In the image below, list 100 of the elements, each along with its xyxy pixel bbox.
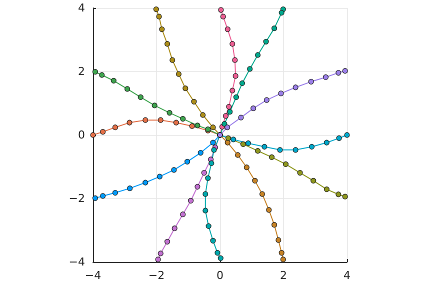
y-tick-label: 2 xyxy=(78,65,85,78)
point xyxy=(210,124,216,130)
point xyxy=(206,223,212,229)
point xyxy=(210,238,216,244)
point xyxy=(268,154,275,160)
point xyxy=(172,226,178,232)
point xyxy=(127,186,133,192)
point xyxy=(277,147,283,153)
point xyxy=(180,212,186,218)
point xyxy=(234,152,241,158)
point xyxy=(308,78,314,84)
y-tick-label: −4 xyxy=(68,256,85,268)
point xyxy=(282,161,289,168)
point xyxy=(278,10,284,16)
point xyxy=(250,106,256,112)
point xyxy=(278,90,284,96)
point xyxy=(202,208,208,214)
point xyxy=(292,147,298,153)
point xyxy=(173,120,179,126)
x-tick-label: −2 xyxy=(148,269,165,282)
point xyxy=(220,14,226,20)
point xyxy=(188,198,194,204)
point xyxy=(184,158,190,164)
x-tick-label: 4 xyxy=(344,269,350,282)
point xyxy=(100,193,106,199)
point xyxy=(218,7,224,13)
point xyxy=(191,98,197,104)
point xyxy=(266,207,272,213)
point xyxy=(124,86,130,92)
y-tick-label: 0 xyxy=(78,128,85,142)
point xyxy=(90,132,96,138)
point xyxy=(158,117,164,123)
point xyxy=(232,73,238,79)
point xyxy=(233,94,239,100)
point xyxy=(297,170,303,176)
point xyxy=(224,124,230,130)
point xyxy=(155,256,161,262)
point xyxy=(226,104,232,110)
point xyxy=(218,255,224,261)
point xyxy=(126,120,132,126)
point xyxy=(222,121,228,127)
point xyxy=(138,94,144,100)
point xyxy=(230,41,236,47)
point xyxy=(194,122,200,128)
point xyxy=(112,190,118,196)
point xyxy=(264,97,270,103)
point xyxy=(232,57,238,63)
point xyxy=(142,180,148,186)
point xyxy=(142,117,148,123)
point xyxy=(342,68,348,74)
point xyxy=(176,71,182,77)
point xyxy=(224,140,230,146)
point xyxy=(230,136,236,142)
point xyxy=(292,84,298,90)
point xyxy=(189,123,195,129)
point xyxy=(336,135,342,141)
point xyxy=(198,150,204,156)
point xyxy=(99,72,105,78)
point xyxy=(263,38,269,44)
point xyxy=(158,250,164,256)
point xyxy=(238,114,244,120)
point xyxy=(308,144,315,150)
point xyxy=(342,194,348,200)
point xyxy=(100,129,106,135)
point xyxy=(272,222,278,228)
point xyxy=(156,174,162,180)
point xyxy=(182,86,188,92)
point xyxy=(225,135,232,141)
point xyxy=(222,113,229,119)
point xyxy=(254,148,261,154)
point xyxy=(194,184,200,190)
point xyxy=(262,144,268,150)
point xyxy=(336,192,342,198)
point xyxy=(202,191,208,197)
point xyxy=(153,6,159,12)
point xyxy=(310,178,316,184)
point xyxy=(324,186,330,192)
point xyxy=(224,26,230,32)
point xyxy=(278,250,284,256)
point xyxy=(252,178,258,184)
point xyxy=(92,195,98,201)
y-tick-label: 4 xyxy=(78,2,85,14)
point xyxy=(247,66,253,72)
point xyxy=(112,124,118,130)
point xyxy=(201,170,207,176)
point xyxy=(208,160,214,166)
point xyxy=(92,69,98,75)
x-tick-label: 0 xyxy=(216,269,224,282)
point xyxy=(211,147,217,153)
point xyxy=(227,109,233,115)
point xyxy=(336,70,342,76)
x-tick-label: 2 xyxy=(280,269,287,282)
point xyxy=(254,52,261,58)
point xyxy=(164,238,170,244)
point xyxy=(245,140,252,146)
point xyxy=(230,88,236,94)
point xyxy=(272,26,278,32)
point xyxy=(240,141,246,148)
point xyxy=(170,57,176,63)
point xyxy=(344,132,350,138)
